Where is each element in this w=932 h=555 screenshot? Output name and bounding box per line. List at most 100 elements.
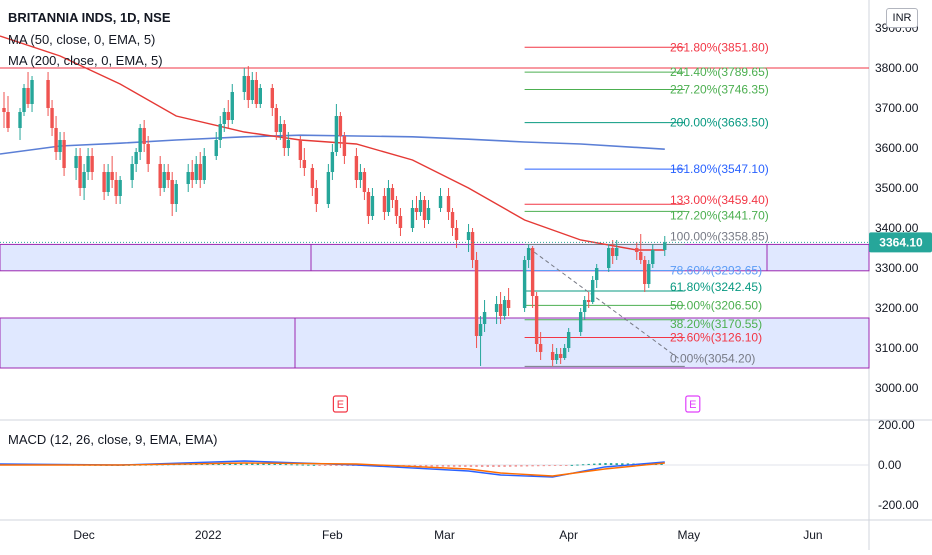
price-axis-tick: 3300.00 bbox=[875, 261, 919, 275]
candle-body bbox=[254, 80, 258, 104]
macd-histogram-bar bbox=[256, 463, 260, 465]
macd-histogram-bar bbox=[424, 465, 428, 467]
macd-histogram-bar bbox=[581, 464, 585, 466]
macd-axis-tick: 0.00 bbox=[878, 458, 902, 472]
macd-signal-line bbox=[0, 462, 665, 477]
candle-body bbox=[134, 152, 138, 164]
macd-histogram-bar bbox=[508, 465, 512, 467]
last-price-tag bbox=[869, 232, 932, 253]
candle-body bbox=[174, 184, 178, 204]
candle-body bbox=[146, 144, 150, 164]
candle-body bbox=[258, 88, 262, 104]
candle-body bbox=[474, 260, 479, 336]
candle-body bbox=[538, 344, 543, 352]
time-axis-label: 2022 bbox=[195, 528, 222, 542]
candle-body bbox=[78, 156, 82, 188]
earnings-marker-box bbox=[685, 395, 701, 413]
candle-body bbox=[130, 164, 134, 180]
fib-level-label: 61.80%(3242.45) bbox=[670, 280, 762, 294]
candle-body bbox=[394, 200, 399, 216]
macd-histogram-bar bbox=[458, 465, 461, 467]
fib-level-label: 23.60%(3126.10) bbox=[670, 331, 762, 345]
candle-body bbox=[466, 232, 471, 240]
macd-histogram-bar bbox=[245, 463, 248, 465]
fib-level-label: 161.80%(3547.10) bbox=[670, 162, 769, 176]
macd-histogram-bar bbox=[447, 465, 450, 467]
candle-body bbox=[310, 168, 315, 188]
macd-histogram-bar bbox=[290, 464, 293, 466]
candle-body bbox=[50, 108, 54, 128]
price-axis-tick: 3800.00 bbox=[875, 61, 919, 75]
macd-histogram-bar bbox=[301, 464, 304, 466]
candle-body bbox=[22, 88, 26, 112]
macd-histogram-bar bbox=[464, 465, 467, 467]
ma200-legend: MA (200, close, 0, EMA, 5) bbox=[8, 53, 163, 68]
symbol-title: BRITANNIA INDS, 1D, NSE bbox=[8, 10, 171, 25]
candle-body bbox=[338, 116, 343, 136]
fib-level-label: 133.00%(3459.40) bbox=[670, 193, 769, 207]
last-price-label: 3364.10 bbox=[879, 235, 923, 249]
price-axis-tick: 3500.00 bbox=[875, 181, 919, 195]
time-axis-label: Apr bbox=[559, 528, 578, 542]
macd-histogram-bar bbox=[273, 463, 276, 465]
candle-body bbox=[386, 188, 391, 212]
macd-histogram-bar bbox=[312, 464, 316, 466]
macd-histogram-bar bbox=[430, 465, 433, 467]
price-axis-tick: 3200.00 bbox=[875, 301, 919, 315]
candle-body bbox=[138, 128, 142, 152]
macd-histogram-bar bbox=[413, 465, 417, 467]
candle-body bbox=[62, 140, 66, 168]
candle-body bbox=[438, 196, 443, 208]
fib-level-label: 200.00%(3663.50) bbox=[670, 116, 769, 130]
candle-body bbox=[418, 200, 423, 212]
candle-body bbox=[454, 228, 459, 240]
macd-histogram-bar bbox=[565, 465, 568, 466]
candle-body bbox=[270, 88, 275, 108]
candle-body bbox=[615, 248, 619, 256]
candle-body bbox=[330, 152, 335, 172]
candle-body bbox=[502, 300, 507, 316]
macd-histogram-bar bbox=[452, 465, 456, 467]
ma200-line bbox=[0, 134, 665, 155]
macd-axis-tick: 200.00 bbox=[878, 418, 915, 432]
candle-body bbox=[478, 324, 483, 336]
candle-body bbox=[170, 180, 174, 204]
time-axis-label: May bbox=[677, 528, 700, 542]
candle-body bbox=[426, 208, 431, 220]
macd-histogram-bar bbox=[486, 465, 489, 467]
candle-body bbox=[450, 212, 455, 228]
candle-body bbox=[282, 124, 287, 148]
macd-histogram-bar bbox=[217, 463, 220, 465]
candle-body bbox=[647, 264, 651, 284]
macd-histogram-bar bbox=[239, 463, 243, 465]
candle-body bbox=[370, 196, 375, 216]
price-axis-tick: 3700.00 bbox=[875, 101, 919, 115]
currency-badge[interactable]: INR bbox=[886, 8, 918, 28]
ma50-legend: MA (50, close, 0, EMA, 5) bbox=[8, 32, 156, 47]
candle-body bbox=[274, 108, 279, 132]
trend-line bbox=[528, 247, 682, 361]
candle-body bbox=[558, 354, 563, 358]
macd-histogram-bar bbox=[340, 465, 344, 466]
candle-body bbox=[198, 164, 202, 180]
candle-body bbox=[202, 156, 206, 180]
candle-body bbox=[590, 280, 595, 302]
price-axis-tick: 3000.00 bbox=[875, 381, 919, 395]
candle-body bbox=[530, 248, 535, 296]
macd-histogram-bar bbox=[211, 463, 215, 465]
candle-body bbox=[86, 156, 90, 172]
candle-body bbox=[230, 92, 234, 120]
macd-histogram-bar bbox=[520, 465, 523, 467]
candle-body bbox=[611, 248, 615, 256]
macd-histogram-bar bbox=[267, 463, 271, 465]
candle-body bbox=[214, 140, 218, 156]
macd-histogram-bar bbox=[262, 463, 265, 465]
macd-histogram-bar bbox=[346, 465, 349, 466]
candle-body bbox=[114, 180, 118, 196]
macd-histogram-bar bbox=[480, 465, 484, 467]
candle-body bbox=[158, 164, 162, 188]
fib-level-label: 261.80%(3851.80) bbox=[670, 40, 769, 54]
candle-body bbox=[566, 332, 571, 348]
